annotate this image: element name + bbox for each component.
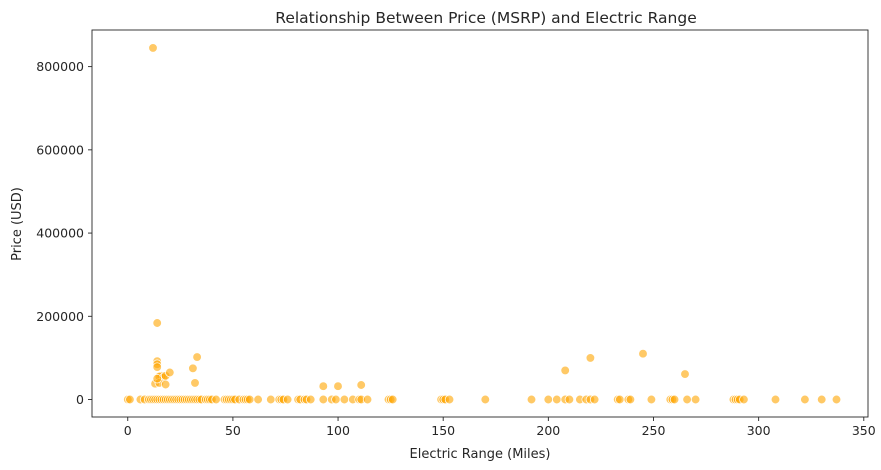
y-tick-label: 800000 [36,59,84,74]
data-point [306,394,316,405]
data-point [125,394,135,405]
data-point [253,394,263,405]
y-axis: 0 200000 400000 600000 800000 [36,59,92,407]
data-point [680,369,690,379]
data-point [362,394,373,405]
data-point [690,394,701,405]
x-axis-label: Electric Range (Miles) [410,447,551,462]
data-point [552,394,562,405]
data-point [266,394,276,405]
x-tick-label: 100 [326,423,350,438]
data-points [123,43,842,405]
data-point [211,394,221,405]
data-point [543,394,553,405]
data-point [245,394,255,405]
data-point [564,394,575,405]
data-point [770,394,781,405]
data-point [148,43,158,53]
y-tick-label: 200000 [36,309,84,324]
x-tick-label: 300 [747,423,771,438]
data-point [282,394,293,405]
data-point [165,367,175,378]
data-point [589,394,600,405]
x-tick-label: 250 [642,423,666,438]
data-point [560,365,570,376]
x-tick-label: 150 [431,423,455,438]
y-tick-label: 600000 [36,142,84,157]
data-point [646,394,657,405]
x-tick-label: 0 [124,423,132,438]
data-point [526,394,537,405]
data-point [331,394,341,405]
data-point [669,394,680,405]
data-point [638,349,648,359]
data-point [188,363,198,373]
data-point [356,380,366,390]
y-tick-label: 400000 [36,226,84,241]
data-point [318,394,328,405]
data-point [682,394,692,405]
data-point [318,381,328,391]
data-point [817,394,827,405]
y-axis-label: Price (USD) [10,187,25,261]
data-point [339,394,350,405]
data-point [152,362,162,372]
data-point [444,394,455,405]
x-tick-label: 200 [536,423,560,438]
plot-frame [91,29,869,418]
data-point [388,394,398,405]
data-point [585,353,596,363]
data-point [739,394,749,405]
data-point [192,352,202,362]
data-point [615,394,625,405]
data-point [152,318,162,328]
data-point [333,381,343,391]
data-point [480,394,490,405]
x-tick-label: 50 [225,423,241,438]
y-tick-label: 0 [76,392,84,407]
x-tick-label: 350 [852,423,876,438]
data-point [160,379,171,390]
data-point [800,394,810,405]
data-point [831,394,842,405]
data-point [190,378,200,388]
data-point [625,394,636,405]
data-point [152,374,162,384]
x-axis: 0 50 100 150 200 250 300 350 [124,417,876,438]
chart-title: Relationship Between Price (MSRP) and El… [275,9,697,27]
